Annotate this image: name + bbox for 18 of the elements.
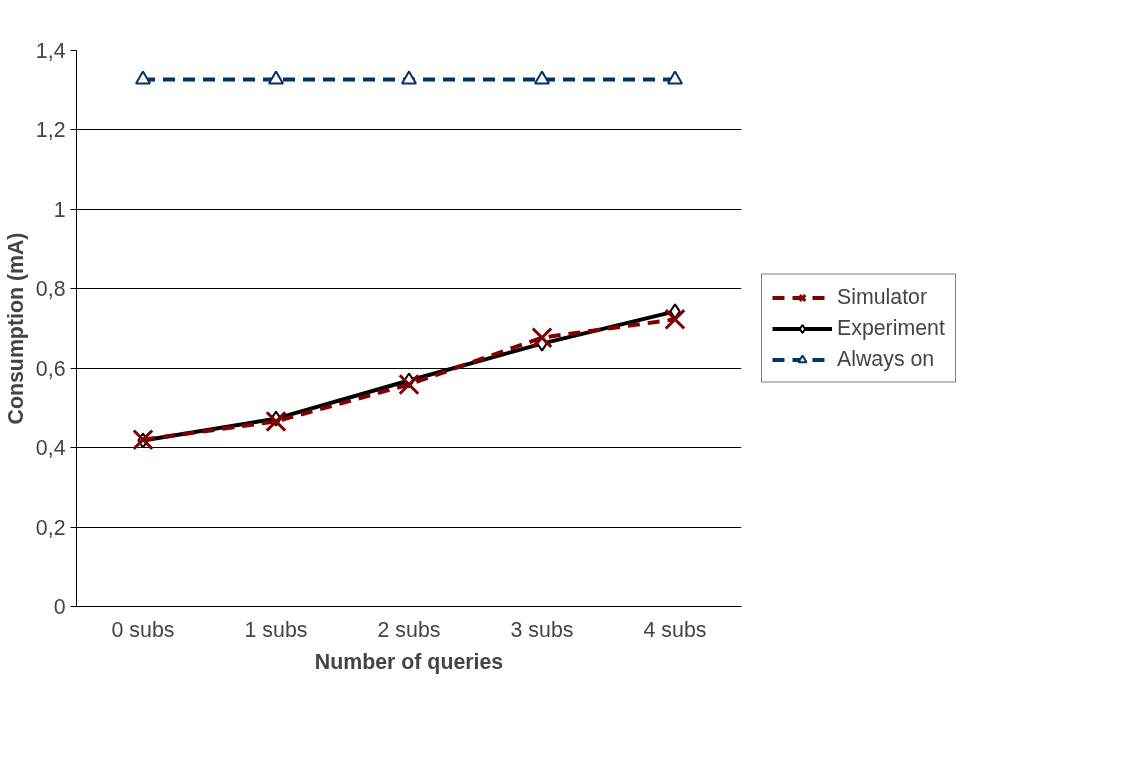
x-axis-title: Number of queries	[314, 649, 504, 674]
legend-label: Always on	[837, 346, 935, 372]
legend-label: Experiment	[837, 315, 945, 341]
y-tick-label: 0,4	[35, 436, 66, 461]
x-tick-label: 2 subs	[377, 617, 441, 642]
x-tick-label: 4 subs	[643, 617, 707, 642]
y-axis-title: Consumption (mA)	[3, 232, 28, 425]
y-tick-label: 0	[53, 595, 66, 619]
x-tick-label: 1 subs	[244, 617, 308, 642]
legend-label: Simulator	[837, 284, 928, 310]
y-tick-label: 0,8	[35, 277, 66, 302]
y-tick-label: 0,2	[35, 515, 66, 540]
y-tick-label: 1	[53, 197, 66, 222]
x-tick-label: 3 subs	[510, 617, 574, 642]
y-tick-label: 0,6	[35, 356, 66, 381]
y-tick-label: 1,4	[35, 39, 66, 63]
x-tick-label: 0 subs	[111, 617, 175, 642]
y-tick-label: 1,2	[35, 118, 66, 143]
